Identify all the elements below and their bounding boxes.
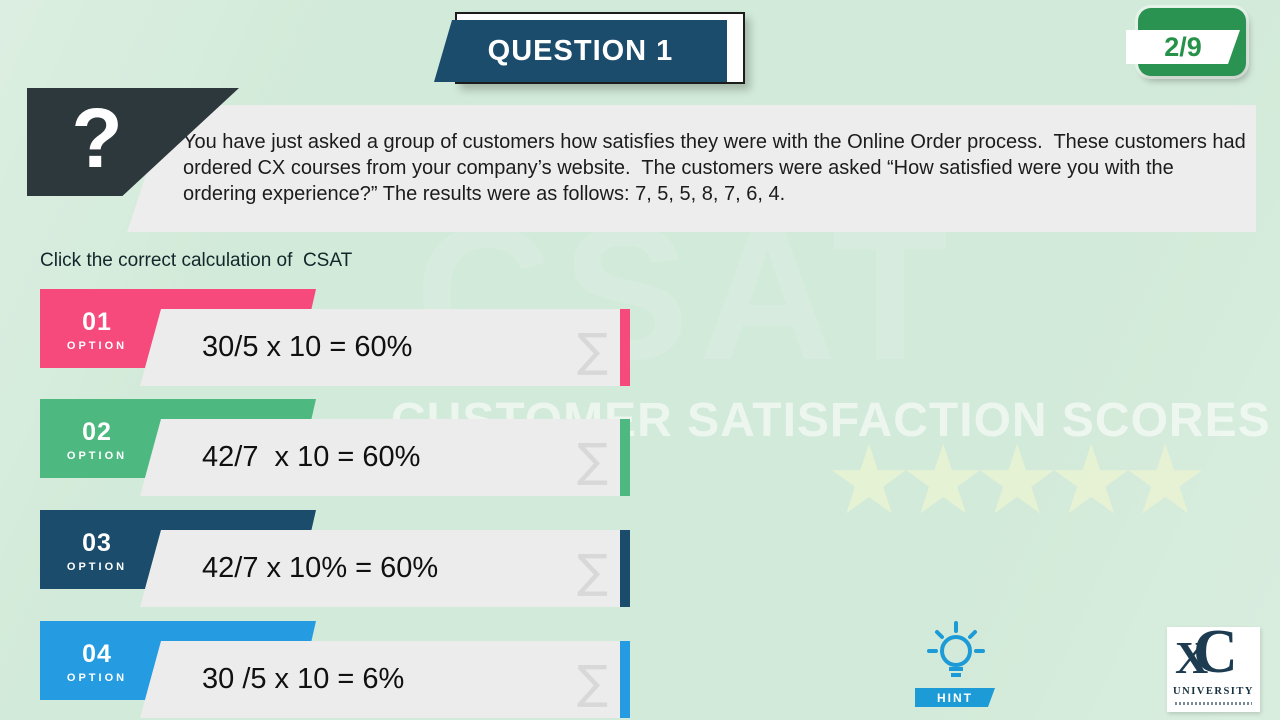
logo-tagline: [1175, 702, 1252, 705]
logo-name: UNIVERSITY: [1173, 686, 1254, 697]
sigma-icon: ∑: [577, 322, 608, 377]
option-number: 04: [82, 639, 112, 668]
question-text-panel: You have just asked a group of customers…: [127, 105, 1256, 232]
option-04-answer[interactable]: 30 /5 x 10 = 6% ∑: [140, 641, 630, 718]
question-text: You have just asked a group of customers…: [183, 131, 1252, 205]
star-icon: ★: [1122, 424, 1208, 536]
option-text: 30 /5 x 10 = 6%: [202, 663, 405, 695]
hint-button[interactable]: HINT: [915, 620, 997, 710]
option-04[interactable]: 04 OPTION 30 /5 x 10 = 6% ∑: [0, 621, 660, 720]
option-label: OPTION: [66, 449, 128, 462]
option-label: OPTION: [66, 339, 128, 352]
star-icon: ★: [900, 424, 986, 536]
sigma-icon: ∑: [577, 543, 608, 598]
option-text: 42/7 x 10 = 60%: [202, 441, 421, 473]
question-banner: QUESTION 1: [434, 20, 727, 82]
logo-monogram: C X: [1167, 618, 1260, 686]
option-01[interactable]: 01 OPTION 30/5 x 10 = 60% ∑: [0, 289, 660, 399]
question-mark-icon: ?: [71, 91, 123, 185]
logo-monogram-x: X: [1175, 632, 1209, 683]
option-text: 42/7 x 10% = 60%: [202, 552, 439, 584]
star-rating-watermark: ★★★★★: [826, 424, 1208, 536]
star-icon: ★: [1048, 424, 1134, 536]
option-03-answer[interactable]: 42/7 x 10% = 60% ∑: [140, 530, 630, 607]
sigma-icon: ∑: [577, 654, 608, 709]
hint-label: HINT: [937, 690, 973, 705]
cx-university-logo: C X UNIVERSITY: [1167, 618, 1260, 712]
option-03[interactable]: 03 OPTION 42/7 x 10% = 60% ∑: [0, 510, 660, 620]
prompt-text: Click the correct calculation of CSAT: [40, 250, 353, 271]
option-02[interactable]: 02 OPTION 42/7 x 10 = 60% ∑: [0, 399, 660, 509]
option-label: OPTION: [66, 671, 128, 684]
progress-badge-band: 2/9: [1126, 30, 1240, 64]
option-label: OPTION: [66, 560, 128, 573]
star-icon: ★: [826, 424, 912, 536]
option-number: 01: [82, 307, 112, 336]
sigma-icon: ∑: [577, 432, 608, 487]
progress-value: 2/9: [1164, 31, 1202, 62]
option-number: 03: [82, 528, 112, 557]
option-number: 02: [82, 417, 112, 446]
option-text: 30/5 x 10 = 60%: [202, 331, 413, 363]
logo-monogram-c: C: [1193, 618, 1238, 686]
option-02-answer[interactable]: 42/7 x 10 = 60% ∑: [140, 419, 630, 496]
hint-button-plate[interactable]: HINT: [915, 688, 995, 707]
question-title: QUESTION 1: [487, 34, 674, 67]
star-icon: ★: [974, 424, 1060, 536]
lightbulb-icon: [927, 621, 985, 677]
option-01-answer[interactable]: 30/5 x 10 = 60% ∑: [140, 309, 630, 386]
